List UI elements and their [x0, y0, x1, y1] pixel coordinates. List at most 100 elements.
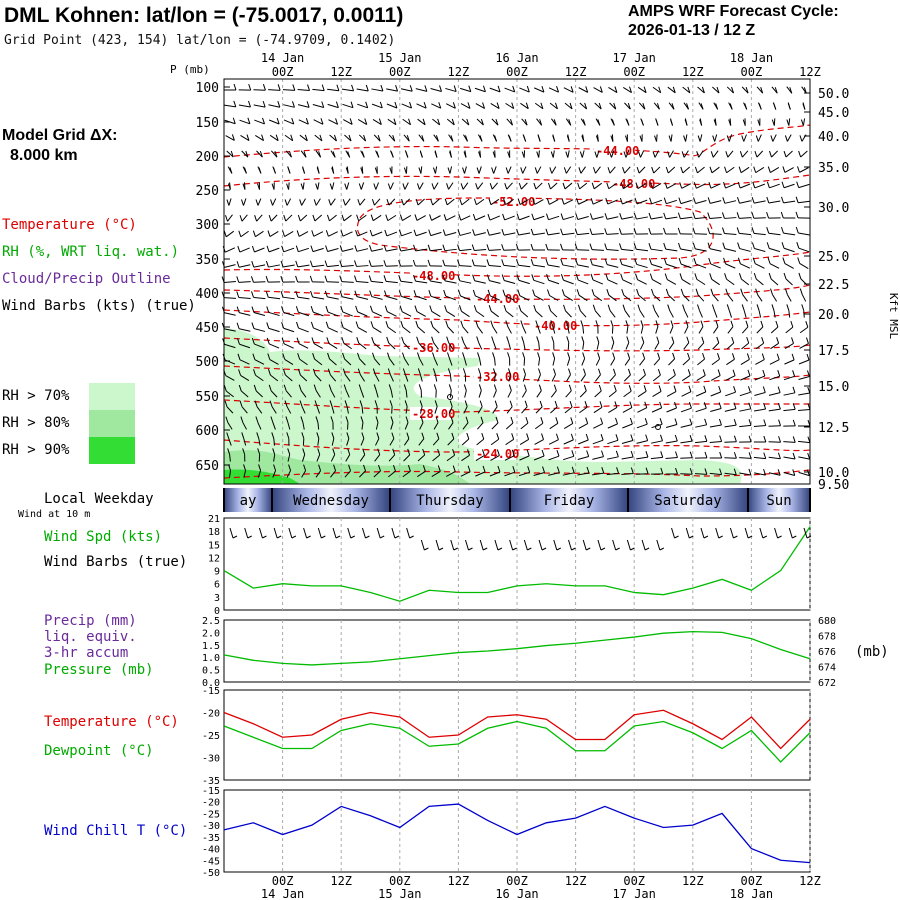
- wind-barb: [434, 166, 438, 174]
- wind-barb: [668, 358, 675, 366]
- wind-barb-flag: [568, 119, 572, 126]
- wind-barb-flag: [398, 275, 402, 282]
- wind-barb-flag: [659, 418, 663, 425]
- wind-barb-flag: [663, 212, 667, 220]
- wind-barb: [329, 358, 337, 366]
- wind-barb-flag: [429, 305, 433, 312]
- wind-barb-flag: [450, 135, 454, 142]
- wind-barb-flag: [401, 336, 405, 344]
- surface-wind-barb-flag: [350, 535, 355, 539]
- wind-barb-flag: [708, 257, 712, 265]
- wind-barb-flag: [792, 386, 796, 393]
- wind-barb: [653, 294, 661, 302]
- wind-barb-flag: [383, 290, 387, 297]
- surface-wind-barb-flag: [792, 535, 797, 539]
- wind-barb-flag: [704, 418, 708, 425]
- panel-ytick-label: -50: [202, 868, 220, 879]
- wind-barb: [504, 455, 515, 461]
- wind-barb: [372, 118, 382, 126]
- wind-barb-flag: [418, 167, 422, 174]
- wind-barb-flag: [511, 102, 515, 109]
- wind-barb-flag: [238, 369, 242, 376]
- wind-barb-flag: [525, 102, 529, 109]
- wind-barb-flag: [584, 401, 588, 408]
- wind-barb-flag: [674, 401, 678, 409]
- wind-barb: [592, 439, 604, 445]
- wind-barb: [626, 326, 629, 334]
- wind-barb-flag: [729, 103, 733, 110]
- profile-rh-shading: [224, 328, 742, 484]
- wind-barb-flag: [226, 199, 230, 206]
- wind-barb-flag: [680, 288, 684, 296]
- contour-label: -48.00: [612, 177, 655, 191]
- wind-barb: [489, 471, 501, 477]
- wind-barb-flag: [298, 384, 302, 391]
- top-hour-label: 12Z: [448, 65, 470, 79]
- wind-barb-flag: [409, 85, 413, 92]
- wind-barb: [490, 103, 500, 109]
- wind-barb-flag: [480, 118, 484, 126]
- wind-barb-flag: [604, 258, 608, 265]
- weekday-segment: Sun: [748, 488, 810, 512]
- surface-wind-barb-flag: [247, 535, 252, 539]
- wind-barb-flag: [738, 166, 742, 173]
- wind-barb: [756, 150, 764, 158]
- wind-barb-flag: [643, 86, 647, 93]
- wind-barb: [522, 326, 527, 334]
- wind-barb-flag: [336, 84, 340, 91]
- wind-barb: [754, 472, 766, 476]
- wind-barb-flag: [635, 182, 639, 189]
- wind-barb-flag: [780, 226, 784, 234]
- wind-barb-flag: [360, 167, 364, 174]
- wind-barb: [582, 342, 585, 350]
- weekday-segment-bg: [390, 488, 510, 512]
- wind-barb-flag: [439, 85, 443, 92]
- wind-barb-flag: [326, 214, 330, 222]
- wind-barb-flag: [419, 151, 423, 158]
- wind-barb-flag: [626, 119, 630, 126]
- wind-barb: [784, 263, 794, 269]
- wind-barb-flag: [665, 288, 669, 296]
- wind-barb-flag: [344, 400, 348, 407]
- wind-barb: [475, 215, 486, 221]
- wind-barb-flag: [733, 419, 737, 426]
- wind-barb-flag: [364, 118, 368, 125]
- wind-barb-flag: [633, 243, 637, 250]
- wind-barb-flag: [674, 418, 678, 425]
- contour-48-lower: [223, 251, 811, 277]
- wind-barb-flag: [775, 320, 779, 328]
- wind-barb: [636, 248, 649, 252]
- wind-barb-flag: [510, 416, 514, 424]
- wind-barb-flag: [325, 305, 329, 313]
- weekday-segment: Saturday: [628, 488, 748, 512]
- wind-barb-flag: [371, 199, 375, 206]
- wind-barb-flag: [409, 101, 413, 109]
- wind-barb-flag: [324, 260, 328, 267]
- wind-barb-flag: [622, 167, 626, 174]
- wind-barb: [695, 440, 707, 444]
- wind-barb-flag: [257, 448, 261, 455]
- wind-barb-flag: [328, 384, 332, 391]
- wind-barb: [403, 342, 410, 350]
- wind-barb-flag: [751, 242, 755, 249]
- wind-barb-flag: [365, 84, 369, 92]
- contour-label: -48.00: [412, 269, 455, 283]
- wind-barb: [228, 438, 232, 446]
- dewpoint-label: Dewpoint (°C): [44, 743, 154, 759]
- wind-barb: [680, 199, 692, 205]
- wind-barb: [257, 198, 262, 206]
- wind-barb-flag: [733, 468, 737, 475]
- wind-barb: [419, 422, 424, 430]
- wind-barb: [445, 87, 457, 93]
- wind-barb: [271, 150, 278, 158]
- wind-barb-flag: [466, 432, 470, 440]
- legend-temperature: Temperature (°C): [2, 217, 137, 233]
- wind-barb-flag: [268, 384, 272, 392]
- wind-barb-flag: [717, 353, 720, 360]
- pressure-tick-label: 600: [196, 424, 219, 439]
- wind-barb: [695, 424, 707, 428]
- wind-barb-flag: [753, 166, 757, 173]
- wind-barb: [257, 470, 262, 478]
- wind-barb-flag: [556, 450, 560, 457]
- wind-barb: [372, 214, 382, 222]
